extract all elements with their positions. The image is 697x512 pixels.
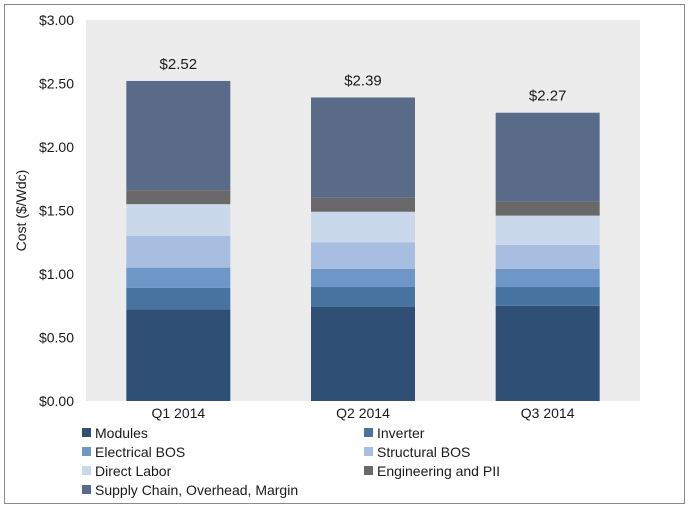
bar-segment — [495, 286, 600, 306]
y-tick-label: $0.50 — [39, 330, 74, 346]
total-label: $2.52 — [160, 56, 198, 73]
bar-segment — [495, 305, 600, 401]
bar-segment — [126, 267, 231, 288]
legend-label: Engineering and PII — [377, 462, 500, 479]
legend-item: Supply Chain, Overhead, Margin — [82, 481, 364, 498]
legend-swatch — [82, 428, 91, 437]
legend-swatch — [82, 466, 91, 475]
legend-item: Inverter — [364, 424, 634, 441]
bar-segment — [126, 80, 231, 191]
y-tick-label: $2.50 — [39, 76, 74, 92]
legend-swatch — [364, 466, 373, 475]
legend-label: Electrical BOS — [95, 443, 186, 460]
y-tick-label: $3.00 — [39, 12, 74, 28]
y-axis-label: Cost ($/Wdc) — [13, 170, 29, 252]
bar-segment — [495, 268, 600, 287]
bar-segment — [126, 204, 231, 236]
bar-segment — [311, 242, 415, 269]
y-tick-label: $2.00 — [39, 139, 74, 155]
bars — [126, 80, 600, 401]
bar-segment — [311, 97, 415, 198]
y-tick-label: $1.00 — [39, 266, 74, 282]
bar-segment — [311, 211, 415, 243]
legend-label: Modules — [95, 424, 148, 441]
legend-item: Structural BOS — [364, 443, 634, 460]
x-tick-label: Q3 2014 — [521, 405, 575, 421]
bar-segment — [311, 286, 415, 308]
bar-segment — [495, 112, 600, 202]
legend-label: Inverter — [377, 424, 425, 441]
bar-segment — [126, 235, 231, 268]
bar-segment — [495, 215, 600, 245]
y-tick-label: $0.00 — [39, 393, 74, 409]
total-labels: $2.52 $2.39 $2.27 — [160, 56, 567, 105]
x-tick-label: Q2 2014 — [336, 405, 390, 421]
bar-segment — [495, 201, 600, 216]
bar-segment — [126, 190, 231, 205]
legend-item: Engineering and PII — [364, 462, 634, 479]
legend: Modules Inverter Electrical BOS Structural … — [82, 424, 642, 498]
x-axis: Q1 2014 Q2 2014 Q3 2014 — [151, 405, 574, 421]
legend-item: Electrical BOS — [82, 443, 364, 460]
bar-segment — [495, 244, 600, 269]
bar-segment — [311, 197, 415, 212]
legend-swatch — [82, 447, 91, 456]
legend-item: Modules — [82, 424, 364, 441]
legend-swatch — [364, 428, 373, 437]
legend-item: Direct Labor — [82, 462, 364, 479]
bar-segment — [126, 309, 231, 401]
bar-segment — [311, 268, 415, 287]
x-tick-label: Q1 2014 — [151, 405, 205, 421]
y-tick-label: $1.50 — [39, 203, 74, 219]
total-label: $2.39 — [344, 72, 382, 89]
legend-label: Structural BOS — [377, 443, 471, 460]
total-label: $2.27 — [529, 88, 567, 105]
legend-swatch — [364, 447, 373, 456]
y-axis: $0.00 $0.50 $1.00 $1.50 $2.00 $2.50 $3.00 — [39, 12, 74, 409]
bar-segment — [311, 307, 415, 401]
legend-label: Supply Chain, Overhead, Margin — [95, 481, 299, 498]
bar-segment — [126, 287, 231, 310]
legend-swatch — [82, 485, 91, 494]
legend-label: Direct Labor — [95, 462, 172, 479]
